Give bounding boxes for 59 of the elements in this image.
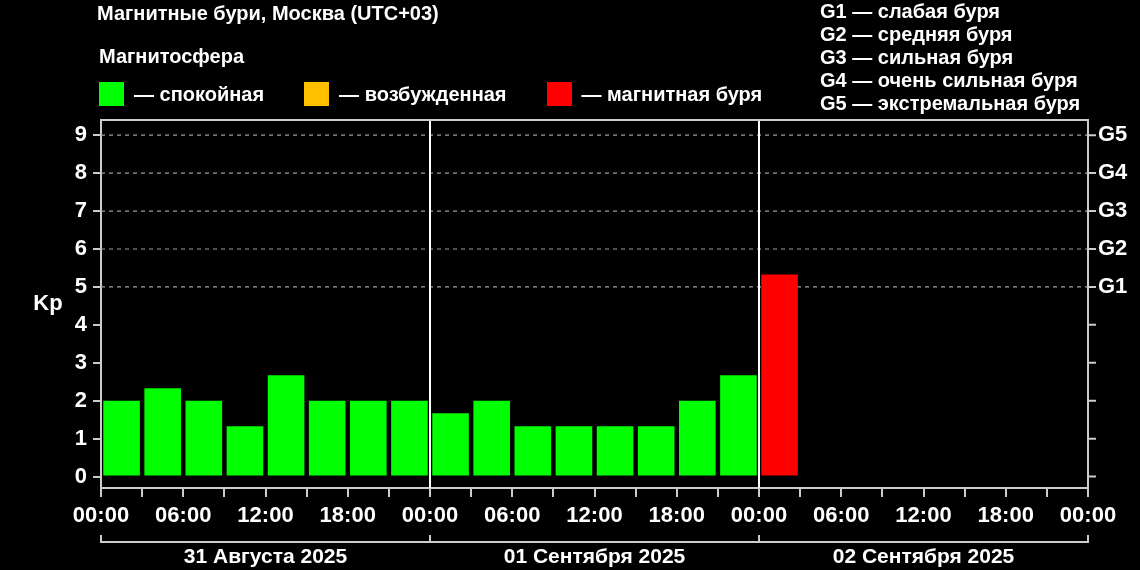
bar	[514, 426, 552, 476]
x-tick-label: 12:00	[566, 502, 623, 528]
ref-line-label: G3	[1098, 197, 1128, 223]
ref-line-label: G4	[1098, 159, 1129, 185]
bar	[391, 400, 428, 476]
bar	[679, 400, 716, 476]
y-tick-label: 3	[74, 348, 87, 374]
x-tick-label: 18:00	[977, 502, 1034, 528]
ref-line-label: G5	[1098, 121, 1128, 147]
x-tick-label: 12:00	[895, 502, 952, 528]
y-tick-label: 0	[74, 462, 87, 488]
ref-line-label: G2	[1098, 235, 1128, 261]
y-tick-label: 9	[74, 121, 87, 147]
x-tick-label: 18:00	[319, 502, 376, 528]
x-tick-label: 18:00	[648, 502, 705, 528]
chart-title: Магнитные бури, Москва (UTC+03)	[97, 1, 439, 25]
bar	[637, 426, 675, 476]
y-tick-label: 4	[74, 310, 88, 336]
legend-title: Магнитосфера	[99, 44, 246, 68]
bar	[720, 375, 757, 476]
x2-tick-label: 02 Сентября 2025	[832, 544, 1015, 568]
bar	[473, 400, 510, 476]
y-tick-label: 1	[74, 424, 87, 450]
text: G3 — сильная буря	[820, 46, 1015, 69]
x2-tick-label: 31 Августа 2025	[183, 544, 348, 568]
legend-label: — спокойная	[134, 82, 265, 106]
x-tick-label: 06:00	[484, 502, 541, 528]
x-tick-label: 00:00	[1059, 502, 1117, 528]
y-tick-label: 6	[74, 235, 87, 261]
legend-label: — магнитная буря	[581, 82, 763, 106]
y-axis-title: Kp	[33, 290, 63, 316]
bar	[432, 413, 469, 476]
x2-tick-label: 01 Сентября 2025	[503, 544, 686, 568]
y-tick-label: 2	[74, 386, 87, 412]
x-tick-label: 06:00	[155, 502, 212, 528]
x-tick-label: 12:00	[237, 502, 294, 528]
bar	[185, 400, 223, 476]
bar	[103, 400, 140, 476]
bar	[144, 388, 181, 476]
x-tick-label: 06:00	[813, 502, 870, 528]
ref-line-label: G1	[1098, 272, 1128, 298]
text: G4 — очень сильная буря	[820, 69, 1079, 92]
bar	[308, 400, 346, 476]
y-tick-label: 7	[74, 197, 87, 223]
y-tick-label: 8	[74, 159, 87, 185]
bar	[267, 375, 305, 476]
text: G1 — слабая буря	[820, 0, 1002, 23]
bar	[596, 426, 634, 476]
text: G2 — средняя буря	[820, 23, 1014, 46]
y-tick-label: 5	[74, 272, 87, 298]
x-tick-label: 00:00	[72, 502, 130, 528]
x-tick-label: 00:00	[730, 502, 788, 528]
bar	[226, 426, 264, 476]
bar	[555, 426, 593, 476]
x-tick-label: 00:00	[401, 502, 459, 528]
text: G5 — экстремальная буря	[820, 92, 1081, 115]
bar	[350, 400, 387, 476]
legend-label: — возбужденная	[339, 82, 507, 106]
bar	[761, 274, 798, 476]
